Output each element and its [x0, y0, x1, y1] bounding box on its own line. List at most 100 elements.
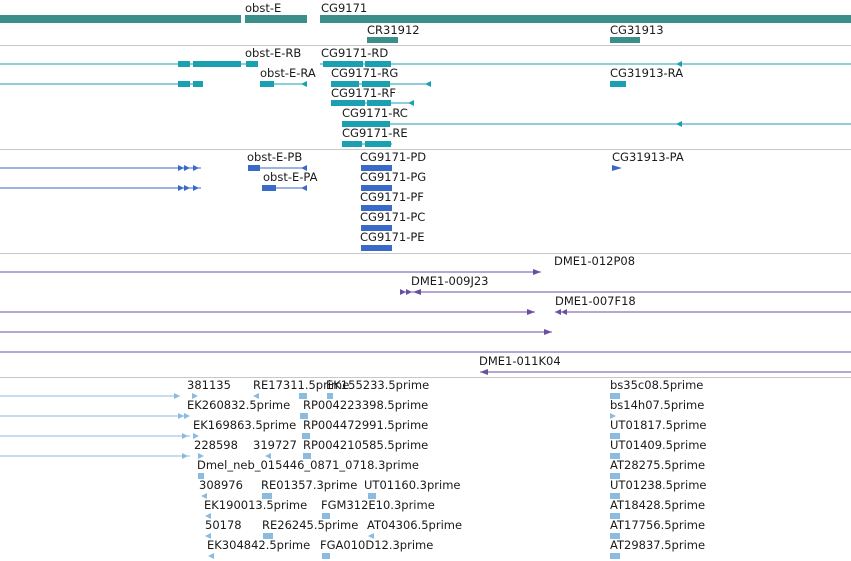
exon	[193, 165, 199, 171]
clone-label: DME1-009J23	[411, 274, 489, 288]
gene-track: obst-E CG9171 CR31912 CG31913	[0, 1, 851, 43]
est-glyph	[198, 453, 204, 459]
est-label: UT01160.3prime	[364, 478, 461, 492]
est-label: RE01357.3prime	[261, 478, 357, 492]
transcript-label: CG9171-RE	[342, 126, 408, 140]
est-glyph	[198, 473, 204, 479]
est-label: RP004210585.5prime	[303, 438, 428, 452]
est-glyph	[610, 473, 620, 479]
protein-cg9171-pe[interactable]	[361, 245, 392, 251]
exon	[178, 81, 190, 87]
est-label: AT18428.5prime	[610, 498, 705, 512]
clone-end	[400, 289, 406, 295]
est-label: EK190013.5prime	[204, 498, 307, 512]
transcript-label: CG9171-RD	[321, 46, 388, 60]
est-label: 228598	[194, 438, 238, 452]
clone-track: DME1-012P08 DME1-009J23 DME1-007F18 DME1…	[0, 254, 851, 375]
est-label: RP004472991.5prime	[303, 418, 428, 432]
est-glyph	[302, 433, 310, 439]
est-label: EK155233.5prime	[326, 378, 429, 392]
exon	[361, 165, 392, 171]
est-glyph	[610, 433, 620, 439]
transcript-label: CG9171-RG	[331, 66, 398, 80]
est-label: Dmel_neb_015446_0871_0718.3prime	[197, 458, 419, 472]
est-glyph	[174, 393, 180, 399]
exon	[246, 61, 258, 67]
est-glyph	[192, 393, 198, 399]
est-glyph	[182, 453, 188, 459]
clone-end	[480, 369, 488, 375]
clone-label: DME1-011K04	[479, 354, 561, 368]
est-glyph	[610, 533, 620, 539]
clone-label: DME1-007F18	[555, 294, 636, 308]
est-glyph	[322, 513, 330, 519]
est-label: 381135	[187, 378, 231, 392]
est-glyph	[368, 493, 376, 499]
est-glyph	[368, 533, 374, 539]
est-label: RE26245.5prime	[262, 518, 358, 532]
est-label: bs35c08.5prime	[610, 378, 703, 392]
protein-label: CG9171-PE	[360, 230, 425, 244]
gene-cg31913[interactable]	[610, 37, 640, 43]
est-glyph	[184, 413, 190, 419]
est-glyph	[610, 393, 620, 399]
exon	[301, 81, 307, 87]
exon	[193, 185, 199, 191]
clone-end	[527, 309, 535, 315]
est-label: AT04306.5prime	[367, 518, 462, 532]
est-glyph	[610, 513, 620, 519]
exon	[362, 81, 390, 87]
est-glyph	[303, 453, 311, 459]
clone-end	[533, 269, 541, 275]
est-glyph	[201, 493, 207, 499]
protein-label: obst-E-PB	[247, 150, 302, 164]
clone-end	[561, 309, 567, 315]
est-label: EK304842.5prime	[207, 538, 310, 552]
gene-cr31912[interactable]	[367, 37, 398, 43]
est-glyph	[610, 553, 620, 559]
clone-end	[413, 289, 421, 295]
est-label: FGA010D12.3prime	[320, 538, 433, 552]
est-glyph	[193, 433, 199, 439]
est-label: UT01409.5prime	[610, 438, 707, 452]
est-glyph	[208, 553, 214, 559]
est-track: 381135 RE17311.5prime EK155233.5prime bs…	[0, 378, 707, 559]
est-label: bs14h07.5prime	[610, 398, 704, 412]
gene-obst-e[interactable]	[0, 15, 241, 23]
gene-label: CG9171	[321, 1, 367, 15]
protein-label: CG9171-PC	[360, 210, 425, 224]
exon	[365, 141, 391, 147]
exon	[184, 185, 190, 191]
exon	[184, 165, 190, 171]
exon	[260, 81, 274, 87]
clone-end	[406, 289, 412, 295]
protein-cg9171-pf[interactable]	[361, 205, 392, 211]
est-label: UT01238.5prime	[610, 478, 707, 492]
est-glyph	[205, 533, 211, 539]
protein-cg31913-pa[interactable]	[612, 165, 622, 171]
est-glyph	[263, 533, 273, 539]
exon	[262, 185, 276, 191]
est-label: AT17756.5prime	[610, 518, 705, 532]
transcript-cg31913-ra[interactable]	[610, 81, 626, 87]
exon	[193, 81, 203, 87]
est-label: AT28275.5prime	[610, 458, 705, 472]
exon	[676, 121, 682, 127]
gene-label: obst-E	[245, 1, 281, 15]
est-label: 50178	[205, 518, 242, 532]
protein-label: CG9171-PD	[360, 150, 426, 164]
exon	[331, 100, 365, 106]
protein-track: obst-E-PB CG9171-PD CG31913-PA obst-E-PA…	[0, 150, 684, 251]
transcript-label: obst-E-RA	[260, 66, 316, 80]
protein-cg9171-pc[interactable]	[361, 225, 392, 231]
protein-cg9171-pg[interactable]	[361, 185, 392, 191]
protein-label: CG9171-PG	[360, 170, 426, 184]
exon	[193, 61, 241, 67]
exon	[331, 81, 359, 87]
est-label: RP004223398.5prime	[303, 398, 428, 412]
gene-obst-e-part[interactable]	[245, 15, 307, 23]
exon	[365, 61, 391, 67]
gene-cg9171[interactable]	[320, 15, 851, 23]
est-label: UT01817.5prime	[610, 418, 707, 432]
